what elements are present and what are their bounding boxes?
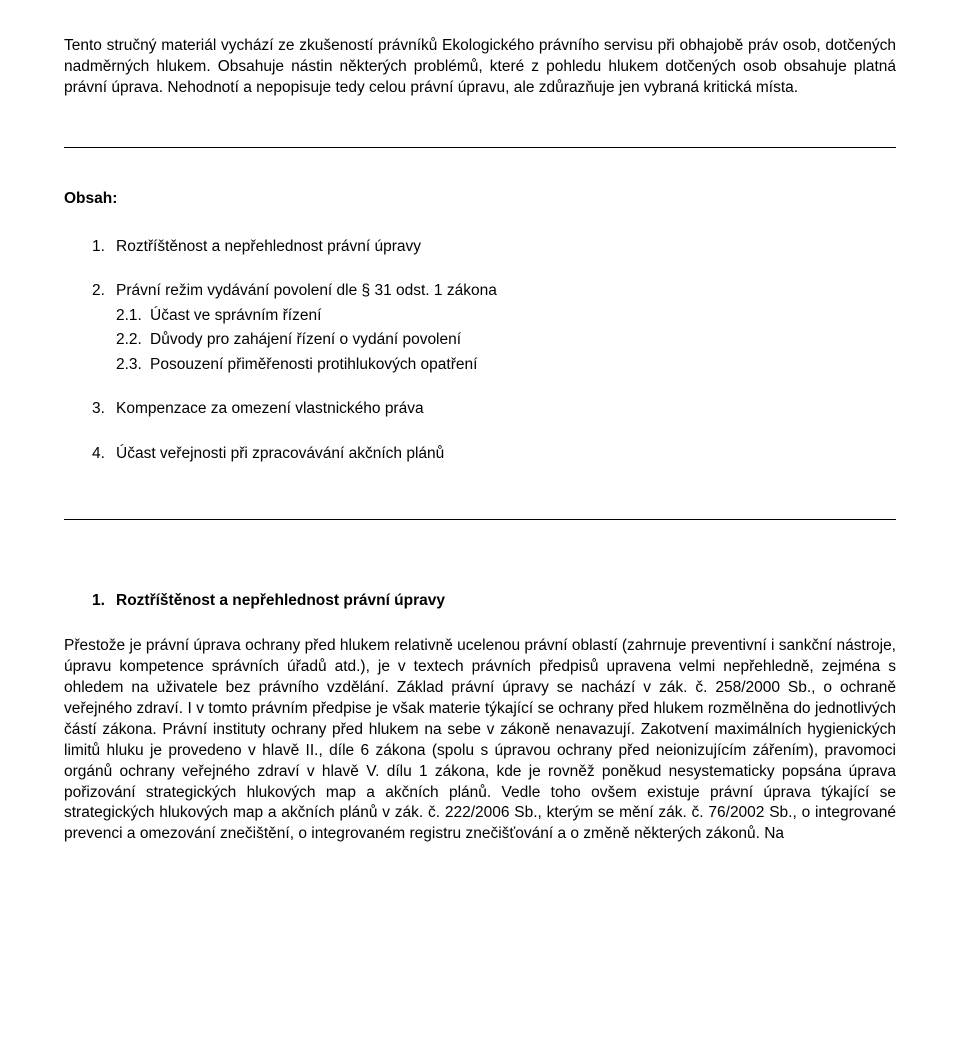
toc-subitem-number: 2.2. bbox=[116, 329, 150, 351]
divider bbox=[64, 147, 896, 148]
toc-item-label: Kompenzace za omezení vlastnického práva bbox=[116, 398, 424, 420]
section-body: Přestože je právní úprava ochrany před h… bbox=[64, 636, 896, 845]
toc-item-label: Roztříštěnost a nepřehlednost právní úpr… bbox=[116, 236, 421, 258]
toc-item-number: 4. bbox=[92, 443, 116, 465]
document-page: Tento stručný materiál vychází ze zkušen… bbox=[0, 0, 960, 885]
toc-subitem-number: 2.1. bbox=[116, 305, 150, 327]
body-paragraph: Přestože je právní úprava ochrany před h… bbox=[64, 636, 896, 845]
toc-item-label: Účast veřejnosti při zpracovávání akčníc… bbox=[116, 443, 444, 465]
toc-item-label: Právní režim vydávání povolení dle § 31 … bbox=[116, 280, 497, 302]
toc-item: 4. Účast veřejnosti při zpracovávání akč… bbox=[92, 443, 896, 465]
intro-block: Tento stručný materiál vychází ze zkušen… bbox=[64, 36, 896, 99]
toc-item: 2. Právní režim vydávání povolení dle § … bbox=[92, 280, 896, 302]
toc-title: Obsah: bbox=[64, 190, 896, 208]
toc-subitem: 2.1. Účast ve správním řízení bbox=[116, 305, 896, 327]
toc-subitem-label: Posouzení přiměřenosti protihlukových op… bbox=[150, 354, 477, 376]
divider bbox=[64, 519, 896, 520]
toc-item-number: 1. bbox=[92, 236, 116, 258]
toc-subitem: 2.2. Důvody pro zahájení řízení o vydání… bbox=[116, 329, 896, 351]
toc-item: 1. Roztříštěnost a nepřehlednost právní … bbox=[92, 236, 896, 258]
toc: 1. Roztříštěnost a nepřehlednost právní … bbox=[64, 236, 896, 465]
toc-item-number: 3. bbox=[92, 398, 116, 420]
toc-item-number: 2. bbox=[92, 280, 116, 302]
toc-subitem: 2.3. Posouzení přiměřenosti protihlukový… bbox=[116, 354, 896, 376]
toc-item-group: 2. Právní režim vydávání povolení dle § … bbox=[64, 280, 896, 376]
toc-subitem-label: Důvody pro zahájení řízení o vydání povo… bbox=[150, 329, 461, 351]
section-heading-text: Roztříštěnost a nepřehlednost právní úpr… bbox=[116, 592, 445, 610]
toc-subitem-number: 2.3. bbox=[116, 354, 150, 376]
intro-paragraph: Tento stručný materiál vychází ze zkušen… bbox=[64, 36, 896, 99]
toc-subitem-label: Účast ve správním řízení bbox=[150, 305, 321, 327]
section-heading: 1. Roztříštěnost a nepřehlednost právní … bbox=[92, 592, 896, 610]
toc-item: 3. Kompenzace za omezení vlastnického pr… bbox=[92, 398, 896, 420]
section-heading-number: 1. bbox=[92, 592, 116, 610]
